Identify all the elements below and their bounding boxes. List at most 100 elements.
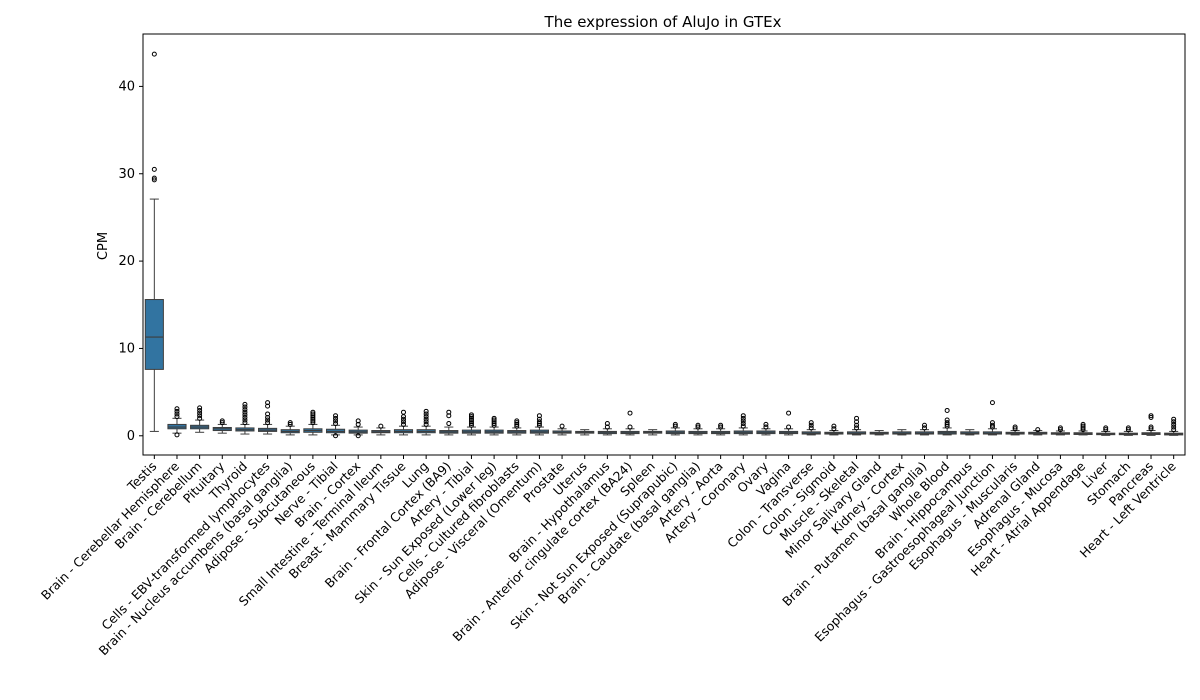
outlier-point — [1148, 424, 1154, 430]
outlier-point — [854, 425, 860, 431]
outlier-point — [808, 422, 814, 428]
outlier-point — [831, 426, 837, 432]
outlier-point — [1171, 419, 1177, 425]
outlier-point — [265, 400, 271, 406]
outlier-point — [672, 423, 678, 429]
outlier-point — [242, 414, 248, 420]
outlier-point — [922, 425, 927, 431]
outlier-point — [310, 416, 316, 422]
outlier-point — [333, 415, 339, 421]
outlier-point — [536, 419, 542, 425]
outlier-point — [989, 420, 995, 426]
outlier-point — [242, 407, 248, 413]
outlier-point — [1103, 427, 1109, 433]
y-tick-label: 10 — [118, 341, 135, 356]
outlier-point — [1125, 425, 1131, 431]
outlier-point — [446, 413, 452, 419]
y-tick-label: 20 — [118, 254, 135, 269]
outlier-point — [1012, 426, 1018, 432]
outlier-point — [151, 166, 157, 172]
outlier-point — [333, 418, 339, 424]
outlier-point — [310, 411, 316, 417]
outlier-point — [174, 408, 180, 414]
outlier-point — [808, 425, 814, 431]
outlier-point — [401, 414, 406, 420]
outlier-point — [197, 415, 203, 421]
outlier-point — [310, 409, 316, 415]
outlier-point — [333, 413, 339, 419]
outlier-point — [242, 409, 248, 415]
outlier-point — [1171, 416, 1177, 422]
outlier-point — [1148, 426, 1154, 432]
outlier-point — [831, 423, 837, 429]
outlier-point — [468, 419, 474, 425]
outlier-point — [491, 419, 497, 425]
outlier-point — [174, 406, 180, 412]
outlier-point — [854, 419, 860, 425]
outlier-point — [423, 414, 429, 420]
chart-title: The expression of AluJo in GTEx — [544, 13, 782, 31]
outlier-point — [740, 418, 746, 424]
outlier-point — [151, 177, 157, 183]
outlier-point — [242, 420, 248, 426]
outlier-point — [695, 422, 701, 428]
y-axis-label: CPM — [96, 232, 111, 260]
outlier-point — [265, 411, 271, 417]
outlier-point — [423, 408, 429, 414]
outlier-point — [401, 421, 406, 427]
outlier-point — [989, 400, 995, 406]
outlier-point — [355, 421, 361, 427]
outlier-point — [242, 417, 248, 423]
outlier-point — [242, 404, 248, 410]
outlier-point — [627, 410, 633, 416]
outlier-point — [740, 413, 746, 419]
outlier-point — [514, 421, 520, 427]
outlier-point — [333, 433, 339, 439]
outlier-point — [786, 410, 792, 416]
outlier-point — [174, 414, 180, 420]
outlier-point — [242, 412, 248, 418]
outlier-point — [333, 421, 339, 427]
outlier-point — [1103, 425, 1109, 431]
outlier-point — [1080, 425, 1086, 431]
outlier-point — [378, 423, 384, 429]
outlier-point — [446, 421, 452, 427]
outlier-point — [468, 417, 474, 423]
y-tick-label: 0 — [127, 429, 135, 444]
outlier-point — [536, 416, 542, 422]
outlier-point — [401, 419, 406, 425]
outlier-point — [491, 421, 497, 427]
outlier-point — [423, 416, 429, 422]
outlier-point — [922, 422, 927, 428]
outlier-point — [265, 420, 271, 426]
outlier-point — [197, 407, 203, 413]
y-tick-label: 40 — [118, 79, 135, 94]
outlier-point — [491, 417, 497, 423]
outlier-point — [854, 422, 860, 428]
outlier-point — [355, 433, 361, 439]
outlier-point — [718, 424, 724, 430]
outlier-point — [989, 422, 995, 428]
outlier-point — [310, 420, 316, 426]
outlier-point — [514, 420, 520, 426]
outlier-point — [536, 422, 542, 428]
outlier-point — [287, 420, 293, 426]
outlier-point — [1171, 421, 1177, 427]
outlier-point — [242, 401, 248, 407]
outlier-point — [265, 403, 271, 409]
outlier-point — [604, 421, 610, 427]
outlier-point — [627, 424, 633, 430]
outlier-point — [197, 413, 203, 419]
outlier-point — [265, 417, 271, 423]
outlier-point — [695, 424, 701, 430]
outlier-point — [1035, 427, 1041, 433]
outlier-point — [1012, 424, 1018, 430]
outlier-point — [1080, 427, 1086, 433]
outlier-point — [559, 423, 565, 429]
outlier-point — [265, 414, 271, 420]
outlier-point — [491, 415, 497, 421]
outlier-point — [174, 432, 180, 438]
outlier-point — [468, 412, 474, 418]
outlier-point — [310, 418, 316, 424]
